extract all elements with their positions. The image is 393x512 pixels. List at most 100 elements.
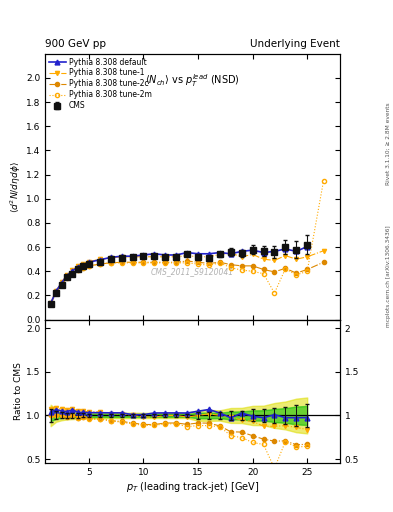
Pythia 8.308 tune-2c (48, 301, 53, 307)
Pythia 8.308 tune-2c (141, 259, 146, 265)
Pythia 8.308 tune-2m (207, 262, 211, 268)
Pythia 8.308 tune-2c (321, 259, 326, 265)
Pythia 8.308 tune-2c (130, 259, 135, 265)
Pythia 8.308 default (108, 254, 113, 261)
Pythia 8.308 tune-2c (272, 269, 277, 275)
Pythia 8.308 tune-2c (196, 259, 200, 265)
Pythia 8.308 default (65, 272, 70, 279)
Pythia 8.308 tune-1 (250, 251, 255, 258)
Pythia 8.308 tune-2c (59, 282, 64, 288)
Pythia 8.308 tune-2m (272, 290, 277, 296)
Text: $\langle N_{ch}\rangle$ vs $p_T^{lead}$ (NSD): $\langle N_{ch}\rangle$ vs $p_T^{lead}$ … (145, 72, 240, 89)
Pythia 8.308 tune-2m (163, 260, 168, 266)
Pythia 8.308 tune-2c (54, 290, 59, 296)
Pythia 8.308 tune-2m (70, 271, 75, 277)
Pythia 8.308 tune-1 (97, 256, 102, 262)
Pythia 8.308 default (81, 262, 86, 268)
Pythia 8.308 tune-1 (65, 272, 70, 278)
Y-axis label: $\langle d^2 N/d\eta d\phi\rangle$: $\langle d^2 N/d\eta d\phi\rangle$ (9, 161, 23, 212)
Pythia 8.308 default (59, 280, 64, 286)
Pythia 8.308 tune-1 (185, 252, 189, 259)
Pythia 8.308 tune-2c (228, 262, 233, 268)
Pythia 8.308 tune-2m (239, 267, 244, 273)
Pythia 8.308 tune-2m (141, 260, 146, 266)
Pythia 8.308 tune-2m (261, 271, 266, 277)
Pythia 8.308 tune-1 (130, 254, 135, 260)
Pythia 8.308 tune-2m (97, 261, 102, 267)
Text: 900 GeV pp: 900 GeV pp (45, 38, 106, 49)
Pythia 8.308 tune-1 (75, 263, 80, 269)
Pythia 8.308 tune-2c (86, 263, 91, 269)
Pythia 8.308 tune-2c (163, 259, 168, 265)
Pythia 8.308 tune-1 (108, 255, 113, 261)
Pythia 8.308 tune-1 (283, 252, 288, 259)
Pythia 8.308 tune-2m (321, 178, 326, 184)
Pythia 8.308 tune-1 (141, 254, 146, 260)
Pythia 8.308 default (48, 300, 53, 306)
Pythia 8.308 tune-2m (228, 265, 233, 271)
Pythia 8.308 tune-2m (305, 268, 310, 274)
Pythia 8.308 tune-1 (321, 248, 326, 254)
Pythia 8.308 default (305, 243, 310, 249)
Pythia 8.308 tune-2m (250, 268, 255, 274)
Pythia 8.308 tune-1 (207, 254, 211, 260)
Pythia 8.308 default (217, 249, 222, 255)
Pythia 8.308 tune-1 (305, 254, 310, 260)
Pythia 8.308 default (130, 253, 135, 259)
Pythia 8.308 tune-1 (217, 251, 222, 258)
Pythia 8.308 tune-1 (152, 254, 157, 260)
Pythia 8.308 default (185, 249, 189, 255)
Pythia 8.308 tune-2c (283, 265, 288, 271)
Pythia 8.308 tune-1 (86, 259, 91, 265)
Pythia 8.308 tune-1 (294, 256, 299, 262)
Pythia 8.308 tune-2m (65, 274, 70, 281)
Pythia 8.308 tune-2c (97, 261, 102, 267)
Pythia 8.308 tune-1 (59, 279, 64, 285)
Pythia 8.308 default (207, 251, 211, 257)
Text: Underlying Event: Underlying Event (250, 38, 340, 49)
Pythia 8.308 default (294, 248, 299, 254)
Pythia 8.308 tune-2m (54, 290, 59, 296)
Pythia 8.308 tune-2c (250, 263, 255, 269)
Text: mcplots.cern.ch [arXiv:1306.3436]: mcplots.cern.ch [arXiv:1306.3436] (386, 226, 391, 327)
Pythia 8.308 tune-2m (48, 301, 53, 307)
Pythia 8.308 tune-1 (163, 254, 168, 260)
Pythia 8.308 default (152, 251, 157, 257)
Pythia 8.308 tune-2m (75, 267, 80, 273)
Line: Pythia 8.308 tune-2c: Pythia 8.308 tune-2c (49, 259, 326, 306)
Pythia 8.308 tune-2c (305, 266, 310, 272)
Pythia 8.308 tune-2m (86, 263, 91, 269)
Pythia 8.308 default (86, 259, 91, 265)
Pythia 8.308 default (70, 268, 75, 274)
Pythia 8.308 tune-2m (217, 260, 222, 266)
Pythia 8.308 tune-1 (196, 254, 200, 260)
Pythia 8.308 tune-2c (217, 259, 222, 265)
Pythia 8.308 default (228, 251, 233, 257)
Legend: Pythia 8.308 default, Pythia 8.308 tune-1, Pythia 8.308 tune-2c, Pythia 8.308 tu: Pythia 8.308 default, Pythia 8.308 tune-… (48, 56, 153, 112)
Pythia 8.308 default (97, 257, 102, 263)
Pythia 8.308 tune-2m (59, 282, 64, 288)
Pythia 8.308 tune-2m (185, 260, 189, 266)
Pythia 8.308 tune-2c (65, 275, 70, 281)
Pythia 8.308 tune-1 (70, 267, 75, 273)
Pythia 8.308 tune-2c (70, 271, 75, 277)
Pythia 8.308 tune-2c (207, 261, 211, 267)
Pythia 8.308 tune-2m (108, 260, 113, 266)
Pythia 8.308 default (119, 253, 124, 259)
Line: Pythia 8.308 tune-2m: Pythia 8.308 tune-2m (49, 179, 326, 306)
Pythia 8.308 tune-2m (152, 260, 157, 266)
Pythia 8.308 tune-2m (119, 260, 124, 266)
Pythia 8.308 tune-2c (81, 265, 86, 271)
Pythia 8.308 default (75, 264, 80, 270)
X-axis label: $p_T$ (leading track-jet) [GeV]: $p_T$ (leading track-jet) [GeV] (126, 480, 259, 494)
Pythia 8.308 tune-2c (75, 267, 80, 273)
Pythia 8.308 tune-2m (174, 260, 178, 266)
Pythia 8.308 tune-1 (174, 254, 178, 260)
Pythia 8.308 default (239, 248, 244, 254)
Pythia 8.308 default (196, 251, 200, 257)
Pythia 8.308 tune-2c (261, 266, 266, 272)
Pythia 8.308 tune-2m (196, 261, 200, 267)
Pythia 8.308 default (141, 252, 146, 258)
Text: Rivet 3.1.10; ≥ 2.8M events: Rivet 3.1.10; ≥ 2.8M events (386, 102, 391, 185)
Pythia 8.308 tune-2m (81, 265, 86, 271)
